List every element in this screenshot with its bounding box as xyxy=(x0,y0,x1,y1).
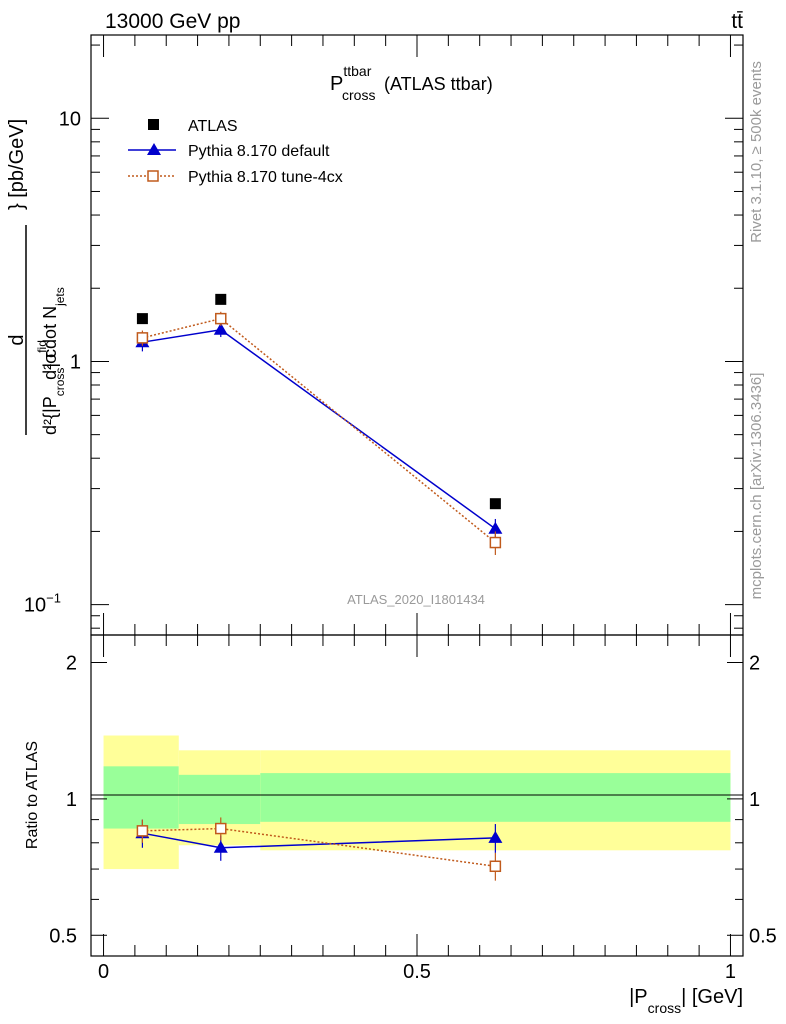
ratio-y-tick-label: 0.5 xyxy=(49,925,77,947)
main-point-tune xyxy=(136,332,149,344)
main-point-tune xyxy=(215,312,227,325)
y-label-unit: } [pb/GeV] xyxy=(6,119,28,210)
x-tick-label: 1 xyxy=(725,961,736,983)
main-point-default xyxy=(213,322,228,335)
ratio-band-inner xyxy=(260,773,731,822)
legend: ATLAS Pythia 8.170 default Pythia 8.170 … xyxy=(128,118,343,186)
main-y-tick-label: 10 xyxy=(59,108,81,130)
legend-label-tune: Pythia 8.170 tune-4cx xyxy=(188,169,343,186)
x-tick-label: 0.5 xyxy=(403,961,431,983)
header-energy-label: 13000 GeV pp xyxy=(105,10,240,33)
rivet-label: Rivet 3.1.10, ≥ 500k events xyxy=(748,61,765,243)
ratio-series-layer xyxy=(135,817,503,881)
main-point-atlas xyxy=(136,313,148,325)
mcplots-label: mcplots.cern.ch [arXiv:1306.3436] xyxy=(748,373,765,600)
legend-label-default: Pythia 8.170 default xyxy=(188,143,330,160)
ratio-uncertainty-bands xyxy=(103,735,731,870)
y-label-d: d xyxy=(6,334,28,345)
ratio-y-tick-label: 1 xyxy=(66,789,77,811)
plot-title-main: P xyxy=(330,73,343,95)
ratio-point-default xyxy=(213,840,228,853)
ratio-y-tick-label-right: 1 xyxy=(749,789,760,811)
plot-title-sup: ttbar xyxy=(343,63,371,79)
ratio-y-tick-label-right: 0.5 xyxy=(749,925,777,947)
plot-title-sub: cross xyxy=(342,87,375,103)
main-series-layer xyxy=(135,293,503,555)
main-point-atlas xyxy=(489,498,501,510)
legend-label-atlas: ATLAS xyxy=(188,118,238,135)
plot-title-suffix: (ATLAS ttbar) xyxy=(384,74,493,94)
ratio-band-inner xyxy=(103,766,179,829)
main-point-default xyxy=(488,521,503,534)
legend-marker-atlas xyxy=(148,119,159,130)
ratio-point-default xyxy=(488,830,503,843)
x-axis-label: |Pcross| [GeV] xyxy=(629,986,743,1016)
axes-layer: 10 1 10−1 0 0.5 1 0.5 0.5 1 1 2 2 xyxy=(24,35,777,983)
ratio-band-inner xyxy=(178,774,261,825)
ratio-point-tune xyxy=(215,822,227,835)
header-process-label: tt̄ xyxy=(731,10,743,33)
main-point-tune xyxy=(489,536,502,549)
ratio-y-axis-label: Ratio to ATLAS xyxy=(24,741,41,849)
main-y-axis-label: d d²σfid d²{|Pcross| cdot Njets } [pb/Ge… xyxy=(6,119,67,435)
legend-marker-default xyxy=(147,143,161,155)
main-y-tick-label: 1 xyxy=(70,351,81,373)
main-y-tick-label: 10−1 xyxy=(24,591,61,617)
ratio-point-tune xyxy=(136,825,149,837)
ratio-y-tick-label: 2 xyxy=(66,652,77,674)
ratio-panel-frame xyxy=(90,634,744,957)
ratio-point-tune xyxy=(489,860,502,873)
y-label-numerator: d²σfid xyxy=(35,340,60,380)
main-series-line xyxy=(142,328,496,530)
ratio-y-tick-label-right: 2 xyxy=(749,652,760,674)
plot-title: Pttbar cross (ATLAS ttbar) xyxy=(330,63,493,103)
main-point-atlas xyxy=(215,293,227,305)
main-series-line xyxy=(142,317,496,544)
y-label-denominator: d²{|Pcross| cdot Njets xyxy=(40,287,67,435)
x-tick-label: 0 xyxy=(98,961,109,983)
legend-marker-tune xyxy=(147,170,159,182)
analysis-watermark: ATLAS_2020_I1801434 xyxy=(347,592,485,607)
